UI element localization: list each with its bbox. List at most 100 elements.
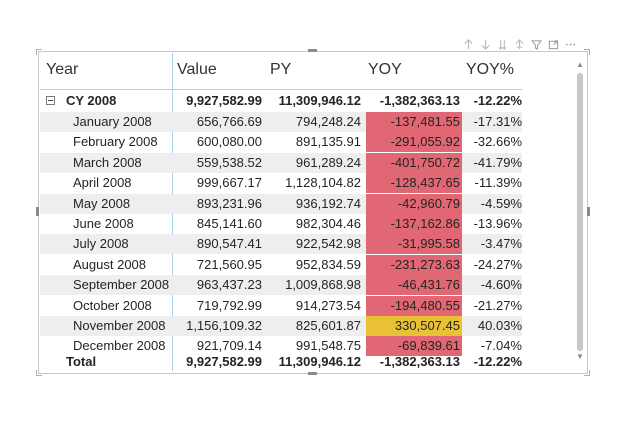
drill-down-icon[interactable] [496,38,508,50]
resize-handle-right[interactable] [587,207,590,216]
yoy-conditional-background [366,234,462,255]
yoy-conditional-background [366,295,462,316]
row-label: September 2008 [73,277,170,293]
scroll-down-icon[interactable]: ▼ [576,352,584,361]
column-header-year[interactable]: Year [46,61,79,78]
group-py: 11,309,946.12 [278,93,361,108]
row-py: 891,135.91 [295,134,361,150]
row-value: 845,141.60 [196,216,262,231]
visual-header-toolbar [462,37,576,51]
row-yoy-pct: -17.31% [473,114,522,129]
row-yoy-pct: -4.59% [480,195,522,211]
row-label: April 2008 [73,175,132,191]
yoy-conditional-background [366,336,462,357]
row-value: 559,538.52 [196,154,262,170]
yoy-conditional-background [366,254,462,275]
total-yoy-pct: -12.22% [473,354,522,369]
table-row: September 2008 963,437.23 1,009,868.98 -46,… [40,275,522,296]
resize-handle-left[interactable] [36,207,39,216]
total-yoy: -1,382,363.13 [379,354,460,369]
table-row: May 2008 893,231.96 936,192.74 -42,960.79 -4… [40,193,522,214]
row-yoy-pct: -11.39% [474,175,522,191]
expand-hierarchy-icon[interactable] [513,38,525,50]
row-yoy-pct: -3.47% [480,236,522,252]
row-yoy-pct: 40.03% [477,318,522,333]
focus-mode-icon[interactable] [547,38,559,50]
yoy-conditional-background [366,112,462,132]
row-yoy: 330,507.45 [394,318,460,333]
resize-handle-top[interactable] [308,49,317,52]
row-value: 719,792.99 [196,297,262,313]
total-row: Total 9,927,582.99 11,309,946.12 -1,382,… [40,352,522,372]
row-py: 952,834.59 [295,256,361,272]
yoy-conditional-background [366,275,462,296]
row-py: 982,304.46 [295,216,361,231]
yoy-conditional-background [366,173,462,194]
row-yoy-pct: -32.66% [473,134,522,150]
row-label: January 2008 [73,114,152,129]
row-value: 721,560.95 [196,256,262,272]
vertical-scrollbar[interactable] [577,73,583,351]
sort-up-icon[interactable] [462,38,474,50]
table-row: July 2008 890,547.41 922,542.98 -31,995.58 -… [40,234,522,255]
yoy-conditional-background [366,132,462,153]
row-yoy-pct: -21.27% [473,297,522,313]
table-row: March 2008 559,538.52 961,289.24 -401,750.7… [40,152,522,173]
group-row-cy-2008: CY 2008 9,927,582.99 11,309,946.12 -1,38… [40,91,522,111]
filter-icon[interactable] [530,38,542,50]
row-value: 656,766.69 [196,114,262,129]
row-yoy-pct: -24.27% [473,256,522,272]
resize-corner-top-right[interactable] [584,49,590,55]
column-header-yoy[interactable]: YOY [368,61,402,78]
total-value: 9,927,582.99 [186,354,262,369]
row-yoy: -291,055.92 [390,134,460,150]
header-divider [40,89,522,90]
row-yoy: -194,480.55 [390,297,460,313]
sort-down-icon[interactable] [479,38,491,50]
row-label: June 2008 [73,216,134,231]
row-yoy: -69,839.61 [397,338,460,354]
row-yoy: -46,431.76 [397,277,460,293]
row-value: 999,667.17 [196,175,262,191]
row-py: 825,601.87 [295,318,361,333]
table-row: April 2008 999,667.17 1,128,104.82 -128,437… [40,173,522,194]
group-label: CY 2008 [66,93,117,108]
total-py: 11,309,946.12 [278,354,361,369]
column-header-value[interactable]: Value [177,61,217,78]
collapse-icon[interactable] [46,96,55,105]
yoy-conditional-background [366,214,462,234]
yoy-conditional-background [366,193,462,214]
resize-handle-bottom[interactable] [308,372,317,375]
row-label: February 2008 [73,134,158,150]
row-yoy-pct: -4.60% [480,277,522,293]
resize-corner-top-left[interactable] [36,49,42,55]
group-yoy-pct: -12.22% [473,93,522,108]
resize-corner-bottom-left[interactable] [36,370,42,376]
row-py: 922,542.98 [295,236,361,252]
scroll-up-icon[interactable]: ▲ [576,60,584,69]
row-label: August 2008 [73,256,147,272]
row-py: 1,128,104.82 [285,175,361,191]
table-row: February 2008 600,080.00 891,135.91 -291,05… [40,132,522,153]
row-yoy: -31,995.58 [397,236,460,252]
row-yoy: -137,162.86 [390,216,460,231]
group-value: 9,927,582.99 [186,93,262,108]
row-yoy: -42,960.79 [397,195,460,211]
row-py: 991,548.75 [295,338,361,354]
row-yoy-pct: -7.04% [480,338,522,354]
row-yoy-pct: -41.79% [473,154,522,170]
column-header-yoy-pct[interactable]: YOY% [466,61,515,78]
row-value: 921,709.14 [196,338,262,354]
row-py: 1,009,868.98 [285,277,361,293]
table-row: January 2008 656,766.69 794,248.24 -137,481… [40,112,522,132]
row-label: March 2008 [73,154,142,170]
table-row: November 2008 1,156,109.32 825,601.87 330,5… [40,316,522,336]
row-yoy: -137,481.55 [390,114,460,129]
row-py: 914,273.54 [295,297,361,313]
group-yoy: -1,382,363.13 [379,93,460,108]
column-header-py[interactable]: PY [270,61,292,78]
resize-corner-bottom-right[interactable] [584,370,590,376]
more-options-icon[interactable] [564,38,576,50]
row-label: May 2008 [73,195,131,211]
total-label: Total [66,354,97,369]
